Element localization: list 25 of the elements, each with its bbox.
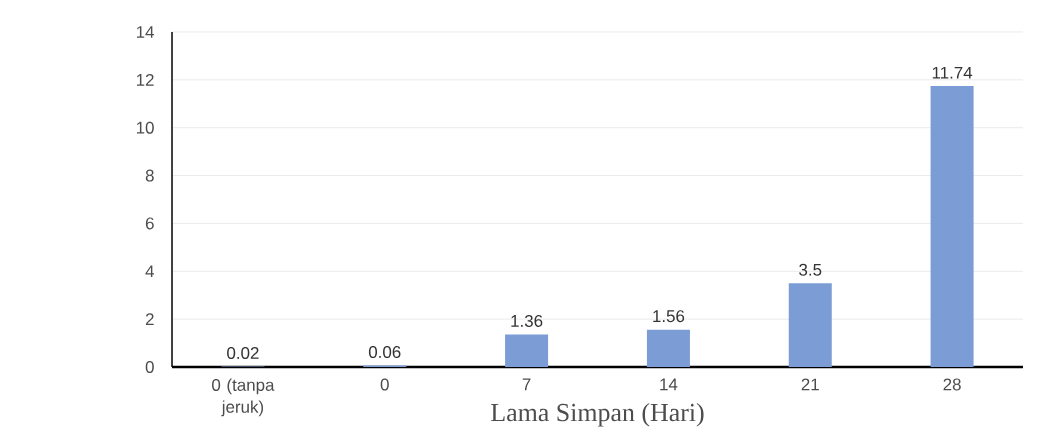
data-label: 1.56 (653, 310, 685, 323)
y-tick-label: 4 (145, 265, 154, 278)
y-tick-label: 6 (145, 217, 154, 230)
y-tick-label: 12 (136, 73, 154, 86)
data-label: 11.74 (932, 66, 973, 79)
data-label: 0.02 (227, 346, 259, 359)
x-tick-label: 7 (522, 378, 531, 391)
data-label: 1.36 (511, 314, 543, 327)
bar (646, 329, 690, 367)
x-tick-label: 14 (660, 378, 678, 391)
y-tick-label: 0 (145, 360, 154, 373)
x-tick-label: 21 (801, 378, 819, 391)
y-tick-label: 8 (145, 169, 154, 182)
bar (930, 86, 974, 367)
data-label: 0.06 (368, 346, 401, 359)
x-tick-label: 28 (943, 378, 961, 391)
x-axis-title: Lama Simpan (Hari) (491, 403, 704, 427)
x-tick-label: 0 (tanpa jeruk) (212, 378, 275, 417)
bar (505, 334, 549, 367)
bar (788, 283, 832, 367)
y-tick-label: 14 (136, 26, 154, 38)
x-tick-label: 0 (380, 378, 389, 391)
y-tick-label: 2 (145, 313, 154, 326)
data-label: 3.5 (799, 263, 822, 276)
y-tick-label: 10 (136, 121, 154, 134)
